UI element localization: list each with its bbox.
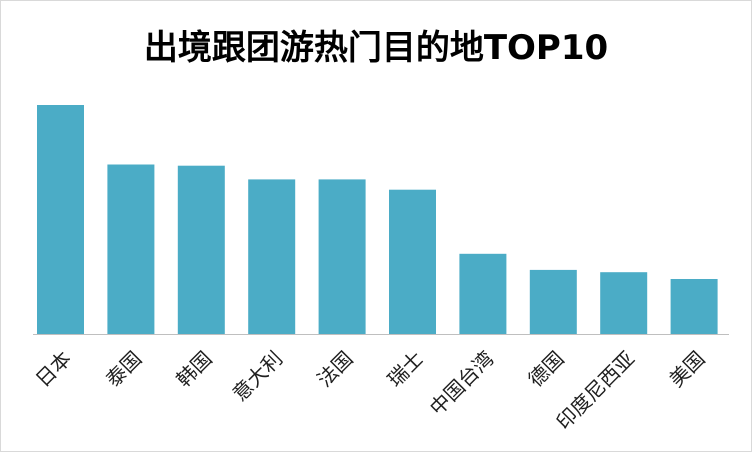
bar-7 <box>529 269 577 334</box>
bar-8 <box>600 272 648 334</box>
bar-6 <box>459 253 507 334</box>
category-label-3: 意大利 <box>228 346 287 405</box>
category-label-4: 法国 <box>312 346 357 391</box>
bar-1 <box>107 164 155 334</box>
category-label-2: 韩国 <box>171 346 216 391</box>
bar-3 <box>248 179 296 334</box>
category-label-5: 瑞士 <box>383 346 428 391</box>
category-label-6: 中国台湾 <box>425 346 499 420</box>
bar-5 <box>389 189 436 334</box>
bar-0 <box>37 105 84 334</box>
category-label-9: 美国 <box>664 346 709 391</box>
bar-2 <box>177 165 225 334</box>
bar-9 <box>670 279 718 334</box>
category-label-0: 日本 <box>31 346 76 391</box>
category-label-7: 德国 <box>523 346 568 391</box>
category-label-1: 泰国 <box>101 346 146 391</box>
chart-title: 出境跟团游热门目的地TOP10 <box>143 28 609 68</box>
bar-4 <box>318 179 366 334</box>
bars-group <box>37 105 718 334</box>
